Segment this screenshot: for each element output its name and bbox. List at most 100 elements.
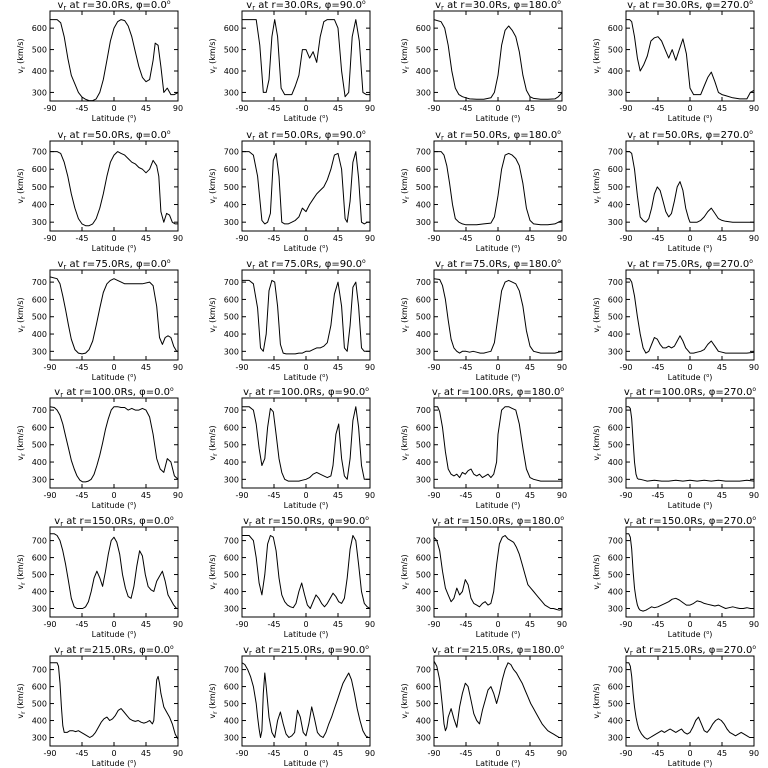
x-axis-label: Latitude (o) bbox=[284, 759, 329, 768]
y-tick-label: 600 bbox=[224, 295, 239, 304]
y-axis-label: vr (km/s) bbox=[400, 554, 411, 589]
panel: vr at r=100.0Rs, φ=270.0o -90 -45 0 45 90 300 4… bbox=[592, 386, 759, 510]
plot-frame bbox=[625, 140, 755, 232]
y-tick-label: 700 bbox=[416, 666, 431, 675]
y-axis-label: vr (km/s) bbox=[400, 683, 411, 718]
x-tick-label: 90 bbox=[557, 749, 567, 758]
x-tick-label: -45 bbox=[459, 234, 472, 243]
x-tick-label: -45 bbox=[267, 620, 280, 629]
y-tick-label: 700 bbox=[224, 278, 239, 287]
x-tick-label: -90 bbox=[427, 491, 440, 500]
y-axis-label: vr (km/s) bbox=[16, 297, 27, 332]
series-line bbox=[433, 660, 562, 738]
y-tick-label: 600 bbox=[416, 423, 431, 432]
y-tick-label: 500 bbox=[416, 183, 431, 192]
plot-frame bbox=[433, 140, 563, 232]
x-tick-label: 0 bbox=[495, 491, 500, 500]
x-tick-label: 0 bbox=[111, 104, 116, 113]
x-tick-label: -45 bbox=[75, 491, 88, 500]
x-tick-label: 0 bbox=[687, 620, 692, 629]
panel: vr at r=50.0Rs, φ=180.0o -90 -45 0 45 90 300 40… bbox=[400, 129, 567, 253]
y-tick-label: 300 bbox=[224, 218, 239, 227]
series-line bbox=[434, 406, 562, 482]
y-tick-label: 300 bbox=[608, 605, 623, 614]
x-tick-label: 90 bbox=[749, 104, 759, 113]
y-tick-label: 600 bbox=[224, 683, 239, 692]
x-tick-label: 45 bbox=[333, 491, 343, 500]
x-tick-label: 90 bbox=[749, 620, 759, 629]
y-tick-label: 300 bbox=[416, 475, 431, 484]
x-axis-label: Latitude (o) bbox=[668, 501, 713, 510]
y-tick-label: 600 bbox=[32, 295, 47, 304]
series-line bbox=[242, 279, 370, 355]
y-tick-label: 500 bbox=[608, 313, 623, 322]
x-tick-label: -45 bbox=[267, 491, 280, 500]
x-tick-label: -90 bbox=[427, 234, 440, 243]
y-tick-label: 400 bbox=[608, 458, 623, 467]
y-axis-label: vr (km/s) bbox=[400, 168, 411, 203]
series-line bbox=[626, 406, 755, 482]
panel-title: vr at r=50.0Rs, φ=90.0o bbox=[246, 129, 366, 142]
panel: vr at r=30.0Rs, φ=0.0o -90 -45 0 45 90 300 400 5… bbox=[16, 0, 183, 123]
x-tick-label: -90 bbox=[235, 234, 248, 243]
y-tick-label: 300 bbox=[608, 88, 623, 97]
y-tick-label: 500 bbox=[32, 441, 47, 450]
y-tick-label: 500 bbox=[32, 700, 47, 709]
x-tick-label: 90 bbox=[365, 104, 375, 113]
y-tick-label: 300 bbox=[32, 475, 47, 484]
y-tick-label: 500 bbox=[608, 571, 623, 580]
x-tick-label: -90 bbox=[43, 363, 56, 372]
y-axis-label: vr (km/s) bbox=[592, 38, 603, 73]
panel-title: vr at r=30.0Rs, φ=90.0o bbox=[246, 0, 366, 12]
y-tick-label: 300 bbox=[416, 605, 431, 614]
x-tick-label: 0 bbox=[495, 104, 500, 113]
plot-frame bbox=[433, 10, 563, 102]
panel-title: vr at r=75.0Rs, φ=180.0o bbox=[435, 258, 561, 271]
x-tick-label: -45 bbox=[459, 491, 472, 500]
y-tick-label: 400 bbox=[416, 588, 431, 597]
plot-frame bbox=[625, 526, 755, 618]
x-tick-label: 90 bbox=[749, 491, 759, 500]
panel-title: vr at r=215.0Rs, φ=180.0o bbox=[432, 644, 564, 657]
y-tick-label: 500 bbox=[608, 46, 623, 55]
y-axis-label: vr (km/s) bbox=[592, 554, 603, 589]
x-axis-label: Latitude (o) bbox=[92, 759, 137, 768]
plot-frame bbox=[49, 397, 179, 489]
x-tick-label: -90 bbox=[43, 749, 56, 758]
y-tick-label: 600 bbox=[32, 683, 47, 692]
x-tick-label: 45 bbox=[525, 749, 535, 758]
panel: vr at r=75.0Rs, φ=180.0o -90 -45 0 45 90 300 40… bbox=[400, 258, 567, 382]
x-axis-label: Latitude (o) bbox=[284, 114, 329, 123]
y-tick-label: 700 bbox=[32, 537, 47, 546]
x-tick-label: 90 bbox=[173, 234, 183, 243]
x-tick-label: -90 bbox=[427, 749, 440, 758]
y-tick-label: 600 bbox=[608, 554, 623, 563]
x-tick-label: 90 bbox=[365, 491, 375, 500]
x-tick-label: 90 bbox=[749, 749, 759, 758]
y-tick-label: 600 bbox=[32, 165, 47, 174]
y-tick-label: 600 bbox=[416, 295, 431, 304]
x-tick-label: 0 bbox=[687, 104, 692, 113]
plot-frame bbox=[433, 526, 563, 618]
x-axis-label: Latitude (o) bbox=[476, 630, 521, 639]
y-tick-label: 300 bbox=[608, 734, 623, 743]
y-tick-label: 700 bbox=[224, 406, 239, 415]
y-axis-label: vr (km/s) bbox=[400, 297, 411, 332]
panel-title: vr at r=75.0Rs, φ=0.0o bbox=[57, 258, 170, 271]
x-axis-label: Latitude (o) bbox=[476, 759, 521, 768]
series-line bbox=[241, 662, 370, 738]
x-tick-label: -45 bbox=[651, 491, 664, 500]
y-tick-label: 700 bbox=[608, 537, 623, 546]
x-axis-label: Latitude (o) bbox=[92, 244, 137, 253]
y-tick-label: 500 bbox=[32, 571, 47, 580]
panel-title: vr at r=50.0Rs, φ=270.0o bbox=[627, 129, 753, 142]
x-tick-label: 0 bbox=[303, 491, 308, 500]
x-axis-label: Latitude (o) bbox=[668, 114, 713, 123]
x-tick-label: -90 bbox=[619, 749, 632, 758]
y-axis-label: vr (km/s) bbox=[16, 168, 27, 203]
x-tick-label: 90 bbox=[557, 234, 567, 243]
y-tick-label: 600 bbox=[416, 554, 431, 563]
panel: vr at r=150.0Rs, φ=180.0o -90 -45 0 45 90 300 4… bbox=[400, 515, 567, 639]
y-tick-label: 500 bbox=[608, 183, 623, 192]
y-tick-label: 300 bbox=[224, 475, 239, 484]
